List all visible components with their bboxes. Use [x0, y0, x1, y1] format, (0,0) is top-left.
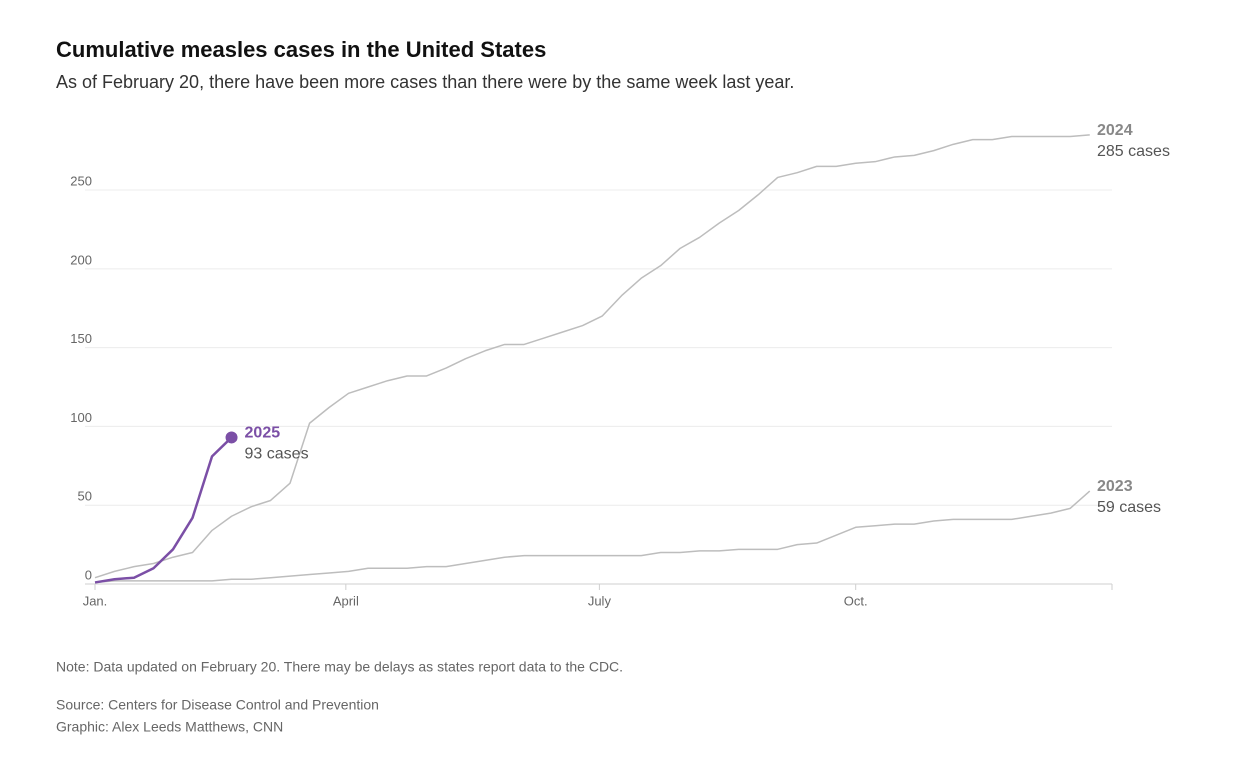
series-label: 2023 — [1097, 478, 1133, 495]
y-tick-label: 50 — [78, 489, 92, 504]
series-value-label: 285 cases — [1097, 143, 1170, 160]
series-label: 2024 — [1097, 122, 1133, 139]
credit: Graphic: Alex Leeds Matthews, CNN — [56, 719, 283, 735]
y-tick-label: 0 — [85, 567, 92, 582]
series-value-label: 59 cases — [1097, 499, 1161, 516]
end-dot — [225, 431, 238, 444]
chart-subtitle: As of February 20, there have been more … — [56, 72, 794, 92]
source: Source: Centers for Disease Control and … — [56, 697, 379, 713]
chart-title: Cumulative measles cases in the United S… — [56, 37, 546, 62]
x-tick-label: Jan. — [83, 593, 108, 608]
y-tick-label: 100 — [70, 410, 92, 425]
y-tick-label: 200 — [70, 252, 92, 267]
x-tick-label: April — [333, 593, 359, 608]
note: Note: Data updated on February 20. There… — [56, 659, 623, 675]
series-label: 2025 — [245, 425, 281, 442]
line — [94, 134, 1090, 579]
y-tick-label: 250 — [70, 173, 92, 188]
series-value-label: 93 cases — [245, 446, 309, 463]
x-tick-label: Oct. — [844, 593, 868, 608]
line — [94, 436, 233, 584]
y-tick-label: 150 — [70, 331, 92, 346]
x-tick-label: July — [588, 593, 612, 608]
line — [94, 490, 1091, 584]
